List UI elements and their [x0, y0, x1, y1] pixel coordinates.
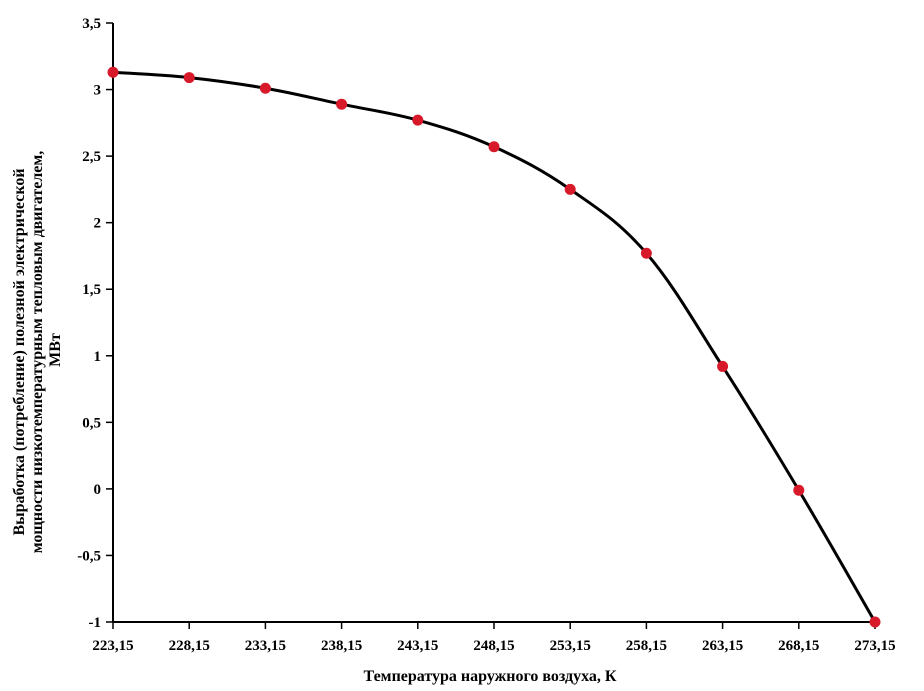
y-axis-ticks: 3,5 3 2,5 2 1,5 1 0,5 0 -0,5 -1: [77, 16, 113, 631]
data-point: [793, 484, 805, 496]
x-tick-label: 258,15: [626, 638, 667, 654]
y-axis-title-line-1: Выработка (потребление) полезной электри…: [11, 168, 28, 535]
y-tick-label: -0,5: [77, 548, 101, 564]
data-point: [640, 247, 652, 259]
data-point: [412, 114, 424, 126]
x-tick-label: 248,15: [473, 638, 514, 654]
y-tick-label: -1: [89, 615, 102, 631]
y-tick-label: 2: [94, 216, 102, 232]
x-tick-label: 253,15: [550, 638, 591, 654]
series-group: [107, 66, 881, 628]
y-tick-label: 0,5: [82, 415, 101, 431]
svg-text:Выработка (потребление) полезн: Выработка (потребление) полезной электри…: [11, 147, 64, 554]
data-point: [107, 66, 119, 78]
y-tick-label: 3,5: [82, 16, 101, 32]
x-tick-label: 223,15: [92, 638, 133, 654]
y-tick-label: 3: [94, 83, 102, 99]
x-tick-label: 228,15: [169, 638, 210, 654]
x-tick-label: 233,15: [245, 638, 286, 654]
data-point: [869, 616, 881, 628]
data-point: [259, 82, 271, 94]
y-tick-label: 1,5: [82, 282, 101, 298]
x-tick-label: 238,15: [321, 638, 362, 654]
x-tick-label: 268,15: [778, 638, 819, 654]
data-point: [183, 72, 195, 84]
y-tick-label: 0: [94, 482, 102, 498]
x-axis-title: Температура наружного воздуха, К: [364, 668, 617, 685]
x-tick-label: 243,15: [397, 638, 438, 654]
data-point: [717, 360, 729, 372]
series-line: [112, 70, 877, 623]
y-axis-title-line-3: МВт: [47, 333, 64, 367]
y-axis-title-line-2: мощности низкотемпературным тепловым дви…: [29, 151, 46, 554]
y-tick-label: 2,5: [82, 149, 101, 165]
data-point: [488, 141, 500, 153]
x-tick-label: 263,15: [702, 638, 743, 654]
data-point: [336, 98, 348, 110]
y-axis-title: Выработка (потребление) полезной электри…: [11, 147, 64, 554]
x-tick-label: 273,15: [854, 638, 895, 654]
x-axis-ticks: 223,15 228,15 233,15 238,15 243,15 248,15 253,…: [92, 622, 896, 654]
y-tick-label: 1: [94, 349, 102, 365]
data-point: [564, 183, 576, 195]
chart-axes: [112, 23, 875, 623]
